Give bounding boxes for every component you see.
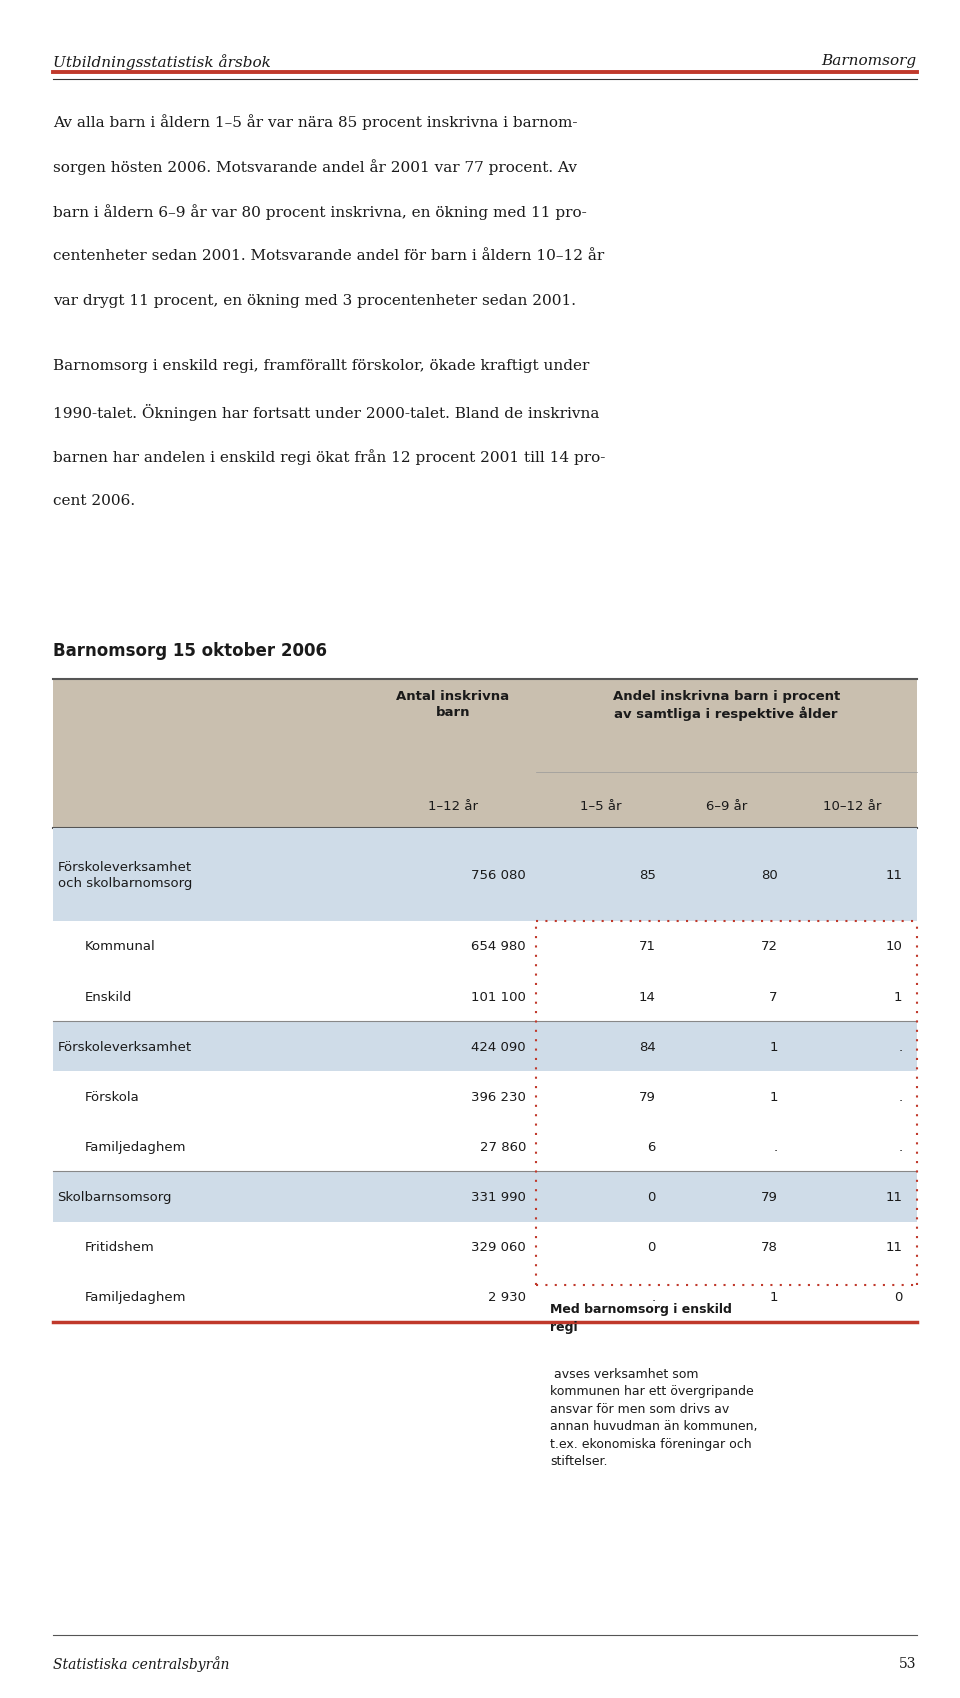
Text: Barnomsorg i enskild regi, framförallt förskolor, ökade kraftigt under: Barnomsorg i enskild regi, framförallt f… [53,360,589,374]
Text: Familjedaghem: Familjedaghem [84,1290,186,1304]
Text: .: . [899,1139,902,1153]
Text: sorgen hösten 2006. Motsvarande andel år 2001 var 77 procent. Av: sorgen hösten 2006. Motsvarande andel år… [53,158,577,175]
Text: centenheter sedan 2001. Motsvarande andel för barn i åldern 10–12 år: centenheter sedan 2001. Motsvarande ande… [53,248,604,263]
Bar [53,1172,917,1223]
Text: 101 100: 101 100 [471,990,526,1004]
Text: 6: 6 [647,1139,656,1153]
Bar [53,829,917,922]
Text: 84: 84 [639,1039,656,1053]
Text: 6–9 år: 6–9 år [706,800,747,813]
Text: 756 080: 756 080 [471,868,526,881]
Text: Skolbarnsomsorg: Skolbarnsomsorg [58,1190,172,1204]
Text: 424 090: 424 090 [471,1039,526,1053]
Text: 2 930: 2 930 [488,1290,526,1304]
Text: Förskoleverksamhet: Förskoleverksamhet [58,1039,192,1053]
Text: 1: 1 [769,1090,778,1104]
Text: 10: 10 [885,939,902,953]
Text: Barnomsorg 15 oktober 2006: Barnomsorg 15 oktober 2006 [53,642,326,661]
Text: 396 230: 396 230 [471,1090,526,1104]
Text: 1990-talet. Ökningen har fortsatt under 2000-talet. Bland de inskrivna: 1990-talet. Ökningen har fortsatt under … [53,404,599,421]
Text: 14: 14 [638,990,656,1004]
Text: 53: 53 [900,1656,917,1669]
Text: 72: 72 [760,939,778,953]
Text: Förskola: Förskola [84,1090,139,1104]
Text: .: . [774,1139,778,1153]
Text: Familjedaghem: Familjedaghem [84,1139,186,1153]
Text: 27 860: 27 860 [480,1139,526,1153]
Text: Barnomsorg: Barnomsorg [822,54,917,68]
Text: 71: 71 [638,939,656,953]
Text: 331 990: 331 990 [471,1190,526,1204]
Text: barnen har andelen i enskild regi ökat från 12 procent 2001 till 14 pro-: barnen har andelen i enskild regi ökat f… [53,448,605,465]
Bar [53,1223,917,1272]
Text: 0: 0 [894,1290,902,1304]
Text: Statistiska centralsbyrån: Statistiska centralsbyrån [53,1656,229,1671]
Text: 78: 78 [760,1240,778,1253]
Text: 85: 85 [638,868,656,881]
Text: Kommunal: Kommunal [84,939,156,953]
Bar [53,1272,917,1323]
Text: Enskild: Enskild [84,990,132,1004]
Bar [53,1122,917,1172]
Text: 1–5 år: 1–5 år [580,800,621,813]
Text: Antal inskrivna
barn: Antal inskrivna barn [396,689,509,718]
Text: 1: 1 [769,1039,778,1053]
Text: 11: 11 [885,1190,902,1204]
Bar [53,922,917,971]
Text: 1: 1 [769,1290,778,1304]
Text: 0: 0 [647,1240,656,1253]
Bar [53,1071,917,1122]
Bar [53,679,917,829]
Text: 329 060: 329 060 [471,1240,526,1253]
Text: var drygt 11 procent, en ökning med 3 procentenheter sedan 2001.: var drygt 11 procent, en ökning med 3 pr… [53,294,576,307]
Text: 11: 11 [885,1240,902,1253]
Text: 7: 7 [769,990,778,1004]
Bar [53,1022,917,1071]
Bar [53,971,917,1022]
Text: .: . [652,1290,656,1304]
Text: 0: 0 [647,1190,656,1204]
Text: 11: 11 [885,868,902,881]
Text: barn i åldern 6–9 år var 80 procent inskrivna, en ökning med 11 pro-: barn i åldern 6–9 år var 80 procent insk… [53,204,587,219]
Text: 1–12 år: 1–12 år [427,800,478,813]
Text: .: . [899,1090,902,1104]
Text: 80: 80 [761,868,778,881]
Text: 10–12 år: 10–12 år [823,800,881,813]
Text: cent 2006.: cent 2006. [53,494,135,508]
Text: Andel inskrivna barn i procent
av samtliga i respektive ålder: Andel inskrivna barn i procent av samtli… [612,689,840,722]
Text: 79: 79 [760,1190,778,1204]
Text: avses verksamhet som
kommunen har ett övergripande
ansvar för men som drivs av
a: avses verksamhet som kommunen har ett öv… [550,1367,757,1467]
Text: 79: 79 [638,1090,656,1104]
Text: Förskoleverksamhet
och skolbarnomsorg: Förskoleverksamhet och skolbarnomsorg [58,861,192,890]
Text: 654 980: 654 980 [471,939,526,953]
Text: Fritidshem: Fritidshem [84,1240,155,1253]
Text: Med barnomsorg i enskild
regi: Med barnomsorg i enskild regi [550,1302,732,1333]
Text: .: . [899,1039,902,1053]
Text: Utbildningsstatistisk årsbok: Utbildningsstatistisk årsbok [53,54,271,70]
Text: Av alla barn i åldern 1–5 år var nära 85 procent inskrivna i barnom-: Av alla barn i åldern 1–5 år var nära 85… [53,114,577,129]
Text: 1: 1 [894,990,902,1004]
